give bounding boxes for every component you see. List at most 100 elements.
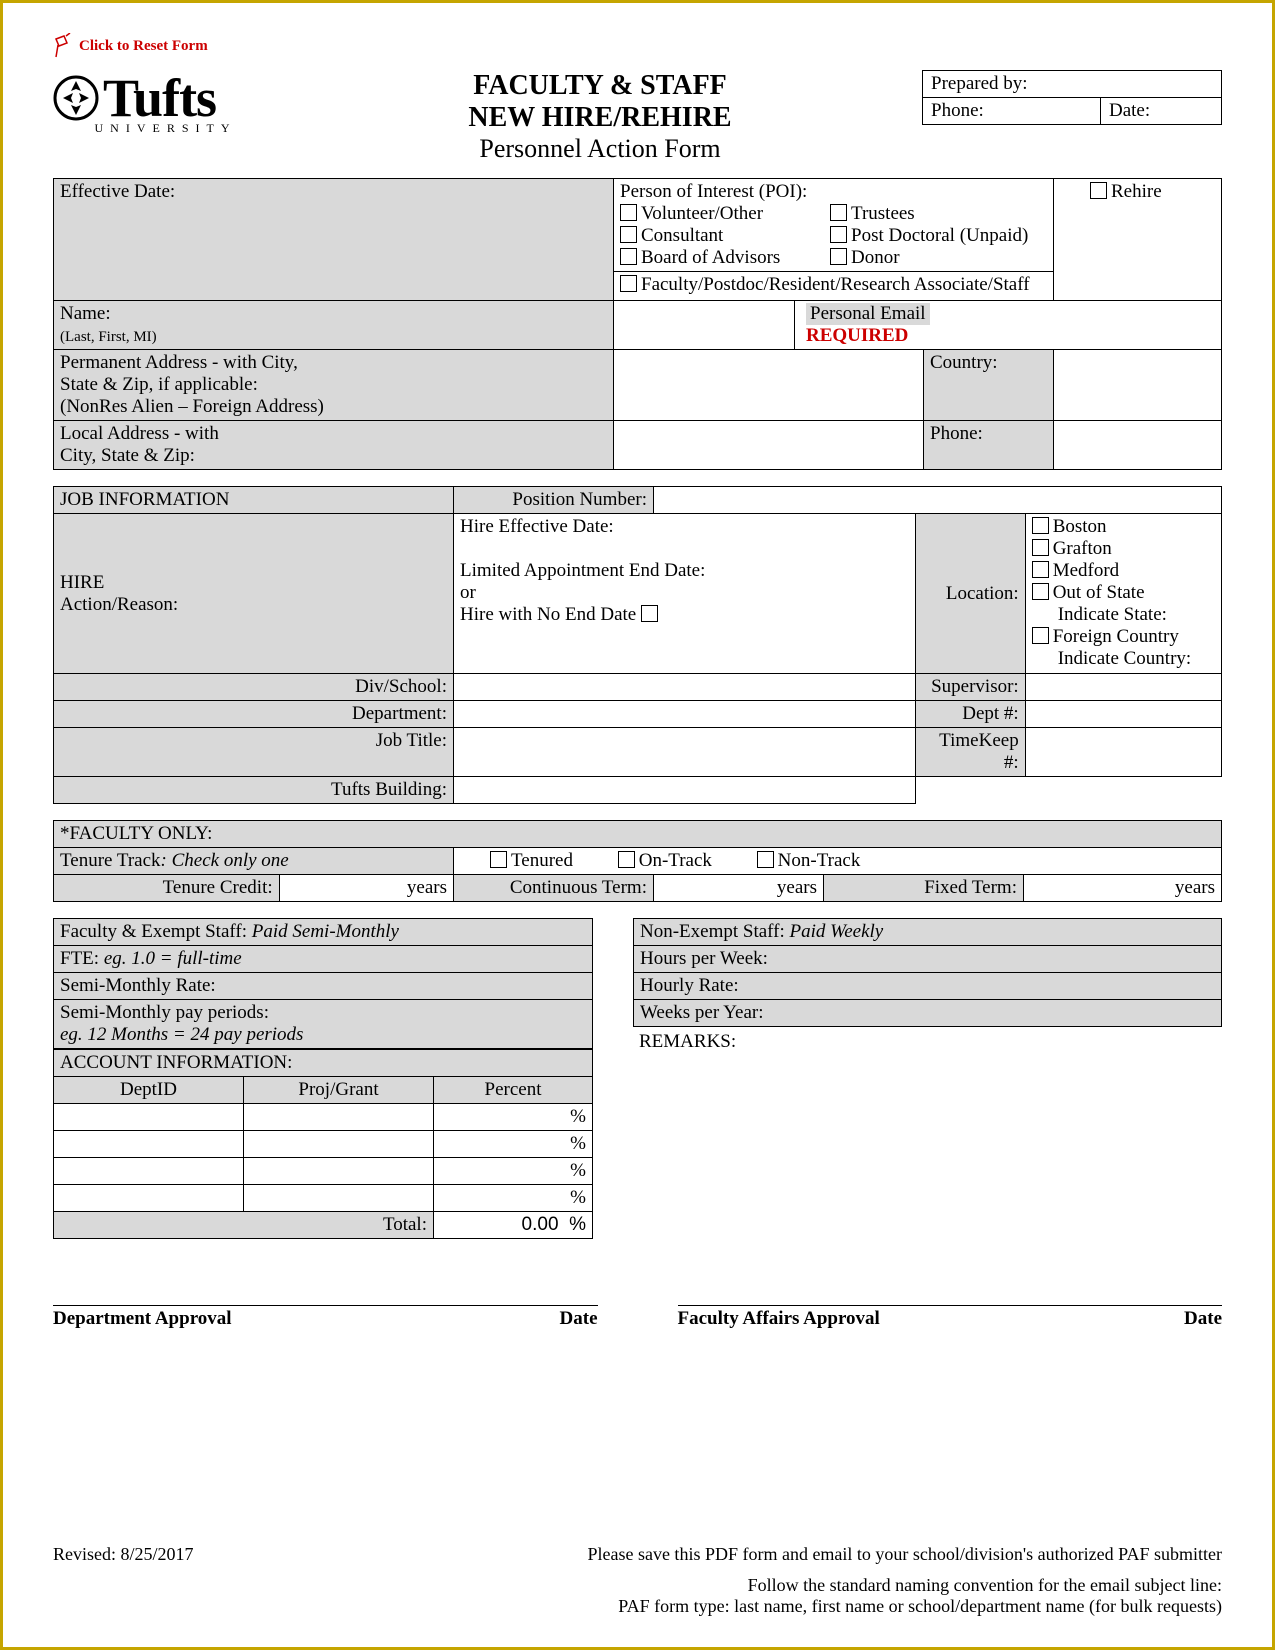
tenure-credit-label: Tenure Credit: <box>54 875 280 902</box>
account-header: ACCOUNT INFORMATION: <box>54 1050 593 1077</box>
tenure-options: Tenured On-Track Non-Track <box>454 848 1222 875</box>
div-school-label: Div/School: <box>54 674 454 701</box>
checkbox-out-of-state[interactable] <box>1032 583 1049 600</box>
title-line1: FACULTY & STAFF <box>278 70 922 102</box>
supervisor-label: Supervisor: <box>915 674 1025 701</box>
fixed-term-label: Fixed Term: <box>824 875 1024 902</box>
cont-term-label: Continuous Term: <box>454 875 654 902</box>
nonexempt-pay-table: Non-Exempt Staff: Paid Weekly Hours per … <box>633 918 1222 1027</box>
email-required: REQUIRED <box>806 325 908 346</box>
checkbox-volunteer[interactable] <box>620 204 637 221</box>
building-label: Tufts Building: <box>54 777 454 804</box>
checkbox-non-track[interactable] <box>757 851 774 868</box>
sig-date-label: Date <box>560 1308 598 1330</box>
logo-text: Tufts <box>103 74 216 123</box>
job-title-input[interactable] <box>454 728 916 777</box>
reset-label: Click to Reset Form <box>79 38 208 55</box>
name-cell[interactable]: Name: (Last, First, MI) <box>54 301 614 350</box>
job-info-header: JOB INFORMATION <box>54 487 454 514</box>
prepared-by-label[interactable]: Prepared by: <box>923 71 1221 98</box>
department-input[interactable] <box>454 701 916 728</box>
checkbox-no-end-date[interactable] <box>641 605 658 622</box>
checkbox-medford[interactable] <box>1032 561 1049 578</box>
checkbox-on-track[interactable] <box>618 851 635 868</box>
hours-per-week-label[interactable]: Hours per Week: <box>634 946 1222 973</box>
phone-input[interactable] <box>1054 421 1222 470</box>
checkbox-trustees[interactable] <box>830 204 847 221</box>
pay-periods-label[interactable]: Semi-Monthly pay periods:eg. 12 Months =… <box>54 1000 593 1049</box>
semi-monthly-rate-label[interactable]: Semi-Monthly Rate: <box>54 973 593 1000</box>
exempt-pay-table: Faculty & Exempt Staff: Paid Semi-Monthl… <box>53 918 593 1049</box>
dept-approval-label: Department Approval <box>53 1308 232 1330</box>
checkbox-board[interactable] <box>620 248 637 265</box>
col-deptid: DeptID <box>54 1077 244 1104</box>
acct-row[interactable] <box>54 1158 244 1185</box>
total-label: Total: <box>54 1212 434 1239</box>
supervisor-input[interactable] <box>1025 674 1221 701</box>
job-title-label: Job Title: <box>54 728 454 777</box>
acct-row[interactable] <box>54 1131 244 1158</box>
checkbox-grafton[interactable] <box>1032 539 1049 556</box>
reset-icon <box>53 33 73 59</box>
seal-icon <box>53 75 99 121</box>
job-info-table: JOB INFORMATION Position Number: HIREAct… <box>53 486 1222 804</box>
total-value: 0.00 % <box>434 1212 593 1239</box>
fixed-term-input[interactable]: years <box>1024 875 1222 902</box>
rehire-cell: Rehire <box>1054 179 1222 301</box>
footer-line1: Please save this PDF form and email to y… <box>53 1544 1222 1565</box>
personal-info-table: Effective Date: Person of Interest (POI)… <box>53 178 1222 470</box>
faculty-header: *FACULTY ONLY: <box>54 821 1222 848</box>
timekeep-label: TimeKeep #: <box>915 728 1025 777</box>
tenure-track-label: Tenure Track: Check only one <box>54 848 454 875</box>
reset-button[interactable]: Click to Reset Form <box>53 33 208 59</box>
weeks-per-year-label[interactable]: Weeks per Year: <box>634 1000 1222 1027</box>
country-input[interactable] <box>1054 350 1222 421</box>
checkbox-faculty-staff[interactable] <box>620 275 637 292</box>
hire-action-label: HIREAction/Reason: <box>54 514 454 674</box>
prepared-box: Prepared by: Phone: Date: <box>922 70 1222 125</box>
remarks-label: REMARKS: <box>633 1027 1222 1055</box>
building-input[interactable] <box>454 777 916 804</box>
timekeep-input[interactable] <box>1025 728 1221 777</box>
tenure-credit-input[interactable]: years <box>279 875 453 902</box>
department-label: Department: <box>54 701 454 728</box>
remarks-input[interactable] <box>633 1055 1222 1265</box>
dept-num-label: Dept #: <box>915 701 1025 728</box>
title-line3: Personnel Action Form <box>278 134 922 164</box>
effective-date-cell[interactable]: Effective Date: <box>54 179 614 301</box>
position-number-label: Position Number: <box>454 487 654 514</box>
acct-row[interactable] <box>54 1185 244 1212</box>
checkbox-tenured[interactable] <box>490 851 507 868</box>
email-cell[interactable]: Personal Email REQUIRED <box>614 301 1222 350</box>
logo-subtext: UNIVERSITY <box>53 121 278 136</box>
checkbox-postdoc-unpaid[interactable] <box>830 226 847 243</box>
nonexempt-header: Non-Exempt Staff: Paid Weekly <box>634 919 1222 946</box>
hourly-rate-label[interactable]: Hourly Rate: <box>634 973 1222 1000</box>
faculty-only-table: *FACULTY ONLY: Tenure Track: Check only … <box>53 820 1222 902</box>
checkbox-donor[interactable] <box>830 248 847 265</box>
checkbox-boston[interactable] <box>1032 517 1049 534</box>
col-percent: Percent <box>434 1077 593 1104</box>
footer-line3: PAF form type: last name, first name or … <box>53 1596 1222 1617</box>
dept-num-input[interactable] <box>1025 701 1221 728</box>
perm-addr-input[interactable]: Country: <box>614 350 1054 421</box>
hire-dates-cell[interactable]: Hire Effective Date: Limited Appointment… <box>454 514 916 674</box>
col-proj: Proj/Grant <box>244 1077 434 1104</box>
cont-term-input[interactable]: years <box>654 875 824 902</box>
phone-label: Phone: <box>923 421 1053 469</box>
fte-label[interactable]: FTE: eg. 1.0 = full-time <box>54 946 593 973</box>
position-number-input[interactable] <box>654 487 1222 514</box>
prepared-date-label[interactable]: Date: <box>1101 98 1221 124</box>
local-addr-input[interactable]: Phone: <box>614 421 1054 470</box>
country-label: Country: <box>923 350 1053 420</box>
location-options: Boston Grafton Medford Out of State Indi… <box>1025 514 1221 674</box>
prepared-phone-label[interactable]: Phone: <box>923 98 1101 124</box>
checkbox-foreign[interactable] <box>1032 627 1049 644</box>
account-info-table: ACCOUNT INFORMATION: DeptID Proj/Grant P… <box>53 1049 593 1239</box>
checkbox-consultant[interactable] <box>620 226 637 243</box>
faculty-affairs-label: Faculty Affairs Approval <box>678 1308 880 1330</box>
checkbox-rehire[interactable] <box>1090 182 1107 199</box>
div-school-input[interactable] <box>454 674 916 701</box>
signature-row: Department Approval Date Faculty Affairs … <box>53 1305 1222 1330</box>
acct-row[interactable] <box>54 1104 244 1131</box>
